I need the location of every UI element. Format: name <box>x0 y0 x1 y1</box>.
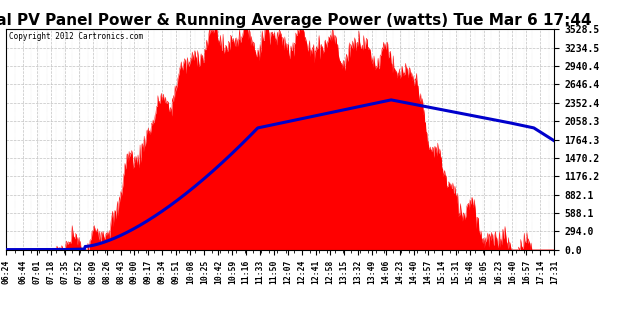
Text: Copyright 2012 Cartronics.com: Copyright 2012 Cartronics.com <box>9 32 143 41</box>
Title: Total PV Panel Power & Running Average Power (watts) Tue Mar 6 17:44: Total PV Panel Power & Running Average P… <box>0 12 591 28</box>
